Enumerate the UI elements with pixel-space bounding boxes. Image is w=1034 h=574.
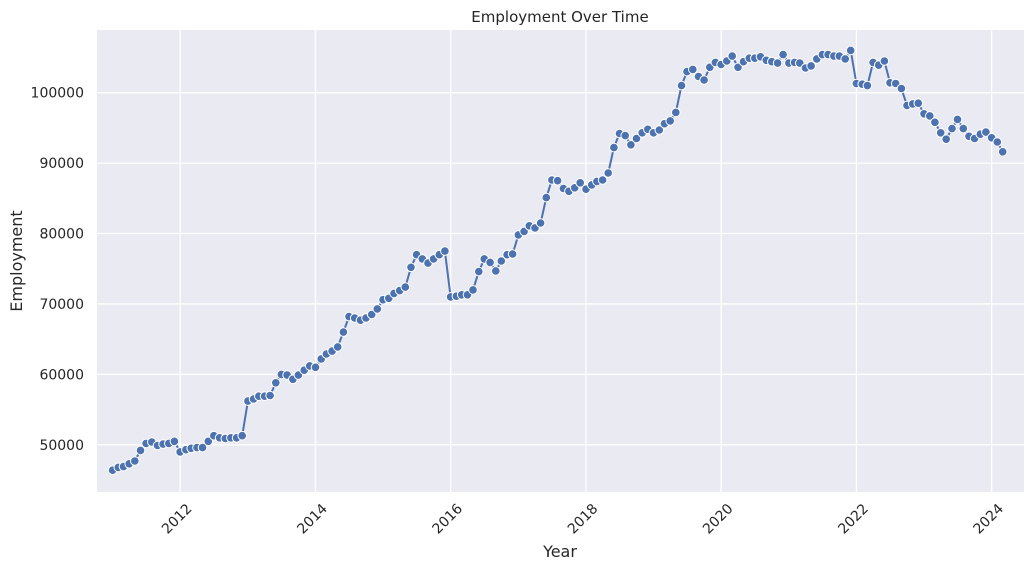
data-point — [440, 246, 450, 256]
data-point — [541, 192, 552, 203]
data-point — [237, 430, 247, 441]
data-point — [169, 436, 180, 447]
data-point — [474, 266, 484, 277]
data-point — [130, 456, 140, 466]
data-point — [400, 282, 411, 292]
data-point — [981, 127, 991, 137]
data-point — [366, 309, 377, 320]
data-point — [338, 327, 349, 337]
data-point — [671, 107, 681, 118]
data-point — [654, 125, 665, 135]
data-point — [941, 134, 952, 144]
y-axis-label: Employment — [7, 210, 26, 311]
data-point — [406, 262, 416, 273]
data-point — [676, 80, 687, 91]
data-point — [491, 266, 501, 276]
data-point — [620, 130, 631, 141]
x-tick-label: 2012 — [159, 501, 196, 538]
data-point — [840, 54, 851, 64]
data-point — [485, 257, 495, 268]
data-point — [913, 98, 924, 108]
grid-lines — [97, 30, 1024, 492]
data-point — [197, 442, 208, 453]
data-point — [496, 256, 507, 266]
data-point — [947, 123, 957, 134]
x-tick-label: 2022 — [835, 501, 872, 538]
data-point — [879, 56, 890, 66]
data-point — [806, 61, 816, 71]
data-point — [930, 117, 940, 128]
data-point — [992, 137, 1003, 147]
y-tick-label: 90000 — [39, 156, 84, 172]
x-tick-label: 2016 — [430, 501, 467, 538]
data-point — [468, 285, 478, 295]
y-tick-label: 100000 — [31, 86, 84, 102]
data-point — [271, 378, 281, 388]
x-tick-label: 2024 — [971, 501, 1008, 538]
data-point — [896, 83, 907, 94]
data-point — [935, 128, 946, 138]
data-point — [665, 116, 676, 126]
data-point — [372, 304, 383, 314]
y-tick-label: 70000 — [39, 297, 84, 313]
data-point — [552, 175, 563, 186]
data-point — [203, 436, 214, 447]
y-tick-label: 50000 — [39, 438, 84, 454]
data-point — [958, 123, 969, 134]
data-point — [609, 142, 619, 153]
y-tick-label: 60000 — [39, 367, 84, 383]
data-point — [603, 168, 614, 178]
data-point — [575, 178, 586, 188]
data-point — [265, 390, 275, 401]
data-point — [778, 49, 788, 60]
x-tick-label: 2014 — [294, 501, 331, 538]
data-point — [535, 218, 546, 228]
y-tick-label: 80000 — [39, 227, 84, 243]
plot-background — [97, 30, 1024, 492]
data-point — [332, 342, 343, 352]
data-point — [310, 362, 321, 373]
data-point — [688, 64, 698, 75]
data-point — [727, 51, 738, 61]
x-axis-label: Year — [542, 542, 577, 561]
x-tick-label: 2020 — [700, 501, 737, 538]
x-axis-ticks: 2012 2014 2016 2018 2020 2022 2024 — [159, 501, 1007, 538]
data-point — [733, 62, 743, 73]
data-point — [699, 75, 709, 85]
data-point — [135, 445, 146, 456]
data-point — [772, 58, 783, 68]
data-point — [597, 175, 608, 185]
data-point — [631, 133, 642, 144]
data-point — [845, 45, 856, 56]
x-tick-label: 2018 — [565, 501, 602, 538]
data-point — [626, 140, 636, 150]
data-point — [507, 249, 518, 259]
data-point — [952, 114, 963, 125]
y-axis-ticks: 50000 60000 70000 80000 90000 100000 — [31, 86, 84, 454]
series-layer — [107, 45, 1008, 476]
data-point — [997, 147, 1008, 157]
chart-title: Employment Over Time — [471, 8, 648, 26]
data-point — [862, 80, 873, 91]
data-point — [925, 111, 935, 121]
